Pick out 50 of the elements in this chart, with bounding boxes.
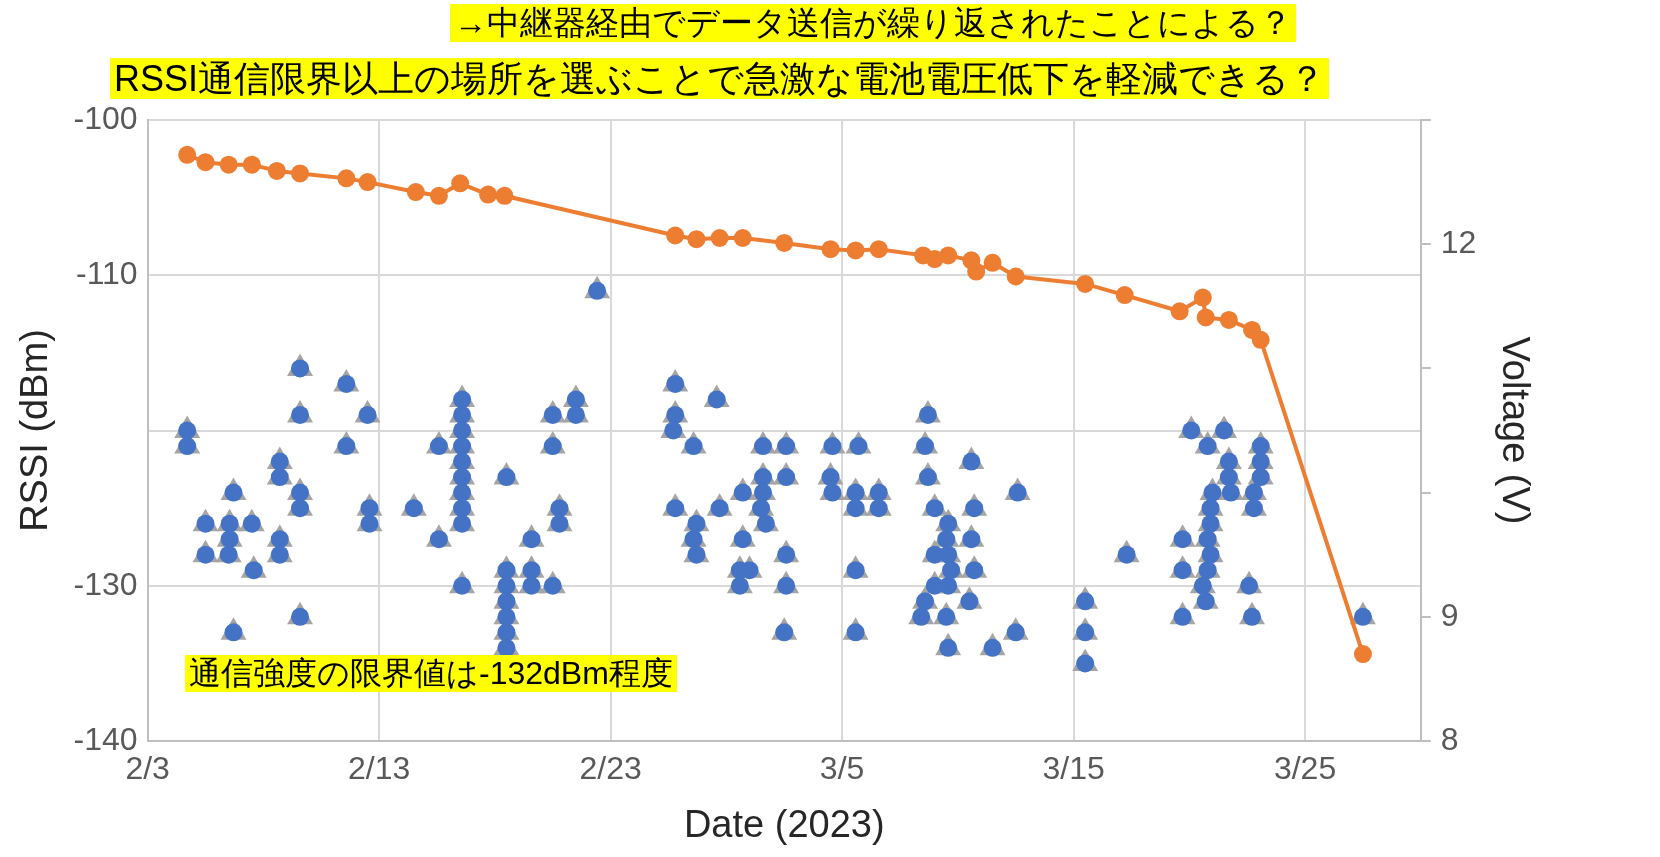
y-tick-label: -100 bbox=[73, 99, 138, 136]
y-tick-label: -110 bbox=[75, 255, 138, 292]
point bbox=[242, 155, 261, 174]
point bbox=[337, 169, 356, 188]
y2-tick-label: 8 bbox=[1440, 720, 1459, 757]
point bbox=[967, 262, 986, 281]
text: RSSI通信限界以上の場所を選ぶことで急激な電池電圧低下を軽減できる？ bbox=[110, 58, 1330, 100]
x-tick-label: 3/5 bbox=[819, 750, 865, 787]
y-tick-label: -130 bbox=[73, 565, 138, 602]
point bbox=[429, 186, 448, 205]
point bbox=[196, 153, 215, 172]
point bbox=[1006, 267, 1025, 286]
point bbox=[1219, 310, 1238, 329]
point bbox=[495, 186, 514, 205]
point bbox=[479, 185, 498, 204]
point bbox=[1170, 302, 1189, 321]
point bbox=[846, 241, 865, 260]
point bbox=[687, 230, 706, 249]
annotation: 通信強度の限界値は-132dBm程度 bbox=[185, 655, 677, 692]
point bbox=[451, 174, 470, 193]
x-tick-label: 2/13 bbox=[347, 750, 411, 787]
point bbox=[1251, 330, 1270, 349]
x-axis-title: Date (2023) bbox=[683, 802, 885, 845]
point bbox=[710, 228, 729, 247]
y-axis-title: RSSI (dBm) bbox=[13, 329, 56, 532]
point bbox=[939, 246, 958, 265]
text: →中継器経由でデータ送信が繰り返されたことによる？ bbox=[450, 4, 1296, 42]
point bbox=[666, 226, 685, 245]
y2-tick-label: 9 bbox=[1440, 596, 1459, 633]
x-tick-label: 2/23 bbox=[579, 750, 642, 787]
y2-tick-label: 12 bbox=[1440, 224, 1477, 261]
point bbox=[983, 253, 1002, 272]
point bbox=[219, 155, 238, 174]
point bbox=[1353, 645, 1372, 664]
point bbox=[178, 145, 197, 164]
x-tick-label: 3/25 bbox=[1273, 750, 1337, 787]
point bbox=[406, 183, 425, 202]
point bbox=[291, 164, 310, 183]
point bbox=[1115, 286, 1134, 305]
point bbox=[1196, 308, 1215, 327]
point bbox=[869, 240, 888, 259]
point bbox=[775, 233, 794, 252]
y2-axis-title: Voltage (V) bbox=[1494, 336, 1537, 525]
point bbox=[1193, 288, 1212, 307]
point bbox=[267, 161, 286, 180]
point bbox=[733, 228, 752, 247]
point bbox=[1076, 274, 1095, 293]
point bbox=[358, 173, 377, 192]
point bbox=[821, 240, 840, 259]
x-tick-label: 3/15 bbox=[1042, 750, 1105, 787]
